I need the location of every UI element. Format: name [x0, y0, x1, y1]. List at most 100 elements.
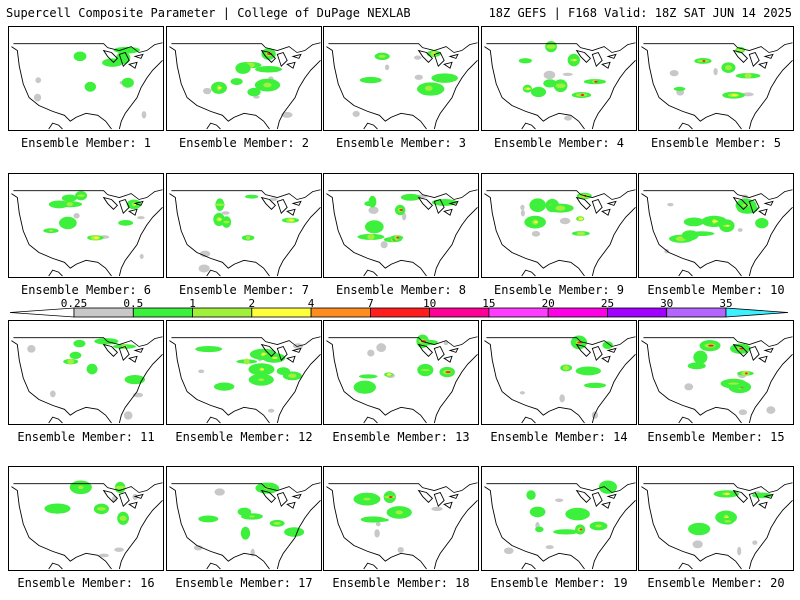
- great-lake: [433, 198, 445, 215]
- colorbar-segment: [666, 307, 727, 318]
- ensemble-member-label: Ensemble Member: 18: [332, 576, 470, 590]
- colorbar-segment: [488, 307, 549, 318]
- scp-field: [353, 491, 443, 553]
- us-canada-border: [13, 189, 163, 200]
- coastline: [276, 60, 321, 130]
- coastline: [591, 207, 636, 277]
- great-lake: [133, 53, 144, 59]
- great-lake: [443, 61, 453, 69]
- us-canada-border: [643, 482, 793, 493]
- great-lake: [758, 501, 768, 509]
- scp-map: [638, 173, 794, 278]
- us-canada-border: [643, 42, 793, 53]
- great-lake: [606, 347, 617, 353]
- scp-field: [503, 480, 617, 555]
- coastline: [48, 269, 63, 277]
- coastline: [678, 416, 693, 424]
- colorbar-tick-label: 15: [482, 297, 496, 310]
- great-lake: [286, 355, 296, 363]
- coastline: [48, 562, 63, 570]
- coastline: [169, 340, 270, 424]
- scp-field: [198, 194, 300, 273]
- coastline: [326, 486, 427, 570]
- coastline: [433, 500, 478, 570]
- great-lake: [763, 200, 774, 206]
- great-lake: [118, 198, 130, 215]
- colorbar-tick-label: 10: [422, 297, 437, 310]
- coastline: [11, 340, 112, 424]
- coastline: [169, 193, 270, 277]
- great-lake: [591, 345, 603, 362]
- coastline: [521, 122, 536, 130]
- coastline: [641, 486, 742, 570]
- ensemble-member-label: Ensemble Member: 7: [178, 283, 310, 297]
- scp-map: [481, 26, 637, 131]
- ensemble-member-label: Ensemble Member: 10: [647, 283, 785, 297]
- great-lake: [276, 51, 288, 68]
- great-lake: [732, 343, 749, 357]
- us-canada-border: [486, 482, 636, 493]
- great-lake: [732, 49, 749, 63]
- scp-field: [664, 194, 769, 254]
- great-lake: [433, 51, 445, 68]
- ensemble-member-label: Ensemble Member: 19: [490, 576, 628, 590]
- great-lake: [748, 51, 760, 68]
- great-lake: [601, 208, 611, 216]
- colorbar-tick-label: 1: [189, 297, 196, 310]
- great-lake: [443, 501, 453, 509]
- coastline: [206, 269, 221, 277]
- us-canada-border: [13, 336, 163, 347]
- great-lake: [433, 345, 445, 362]
- colorbar-segment: [547, 307, 608, 318]
- great-lake: [606, 200, 617, 206]
- us-canada-border: [643, 189, 793, 200]
- colorbar-over-arrow: [725, 307, 789, 318]
- us-canada-border: [486, 336, 636, 347]
- coastline: [641, 340, 742, 424]
- great-lake: [286, 501, 296, 509]
- great-lake: [732, 196, 749, 210]
- great-lake: [448, 493, 459, 499]
- great-lake: [260, 196, 277, 210]
- scp-field: [688, 490, 773, 556]
- great-lake: [260, 489, 277, 503]
- us-canada-border: [328, 482, 478, 493]
- colorbar: [9, 307, 789, 318]
- great-lake: [102, 196, 119, 210]
- great-lake: [286, 61, 296, 69]
- scp-map: [166, 26, 322, 131]
- great-lake: [102, 343, 119, 357]
- coastline: [276, 354, 321, 424]
- great-lake: [748, 491, 760, 508]
- coastline: [206, 562, 221, 570]
- coastline: [748, 60, 793, 130]
- great-lake: [133, 200, 144, 206]
- us-canada-border: [13, 42, 163, 53]
- great-lake: [291, 493, 302, 499]
- great-lake: [591, 491, 603, 508]
- coastline: [748, 500, 793, 570]
- great-lake: [606, 493, 617, 499]
- coastline: [748, 354, 793, 424]
- coastline: [641, 46, 742, 130]
- scp-map: [323, 173, 479, 278]
- scp-map: [8, 320, 164, 425]
- coastline: [326, 193, 427, 277]
- colorbar-segment: [429, 307, 490, 318]
- great-lake: [291, 200, 302, 206]
- great-lake: [601, 355, 611, 363]
- colorbar-segment: [192, 307, 253, 318]
- coastline: [11, 486, 112, 570]
- ensemble-member-label: Ensemble Member: 1: [20, 136, 152, 150]
- coastline: [641, 193, 742, 277]
- great-lake: [448, 53, 459, 59]
- coastline: [678, 122, 693, 130]
- great-lake: [133, 347, 144, 353]
- ensemble-member-label: Ensemble Member: 5: [650, 136, 782, 150]
- coastline: [276, 500, 321, 570]
- coastline: [11, 46, 112, 130]
- scp-field: [193, 482, 305, 557]
- scp-map: [166, 320, 322, 425]
- great-lake: [102, 489, 119, 503]
- coastline: [169, 46, 270, 130]
